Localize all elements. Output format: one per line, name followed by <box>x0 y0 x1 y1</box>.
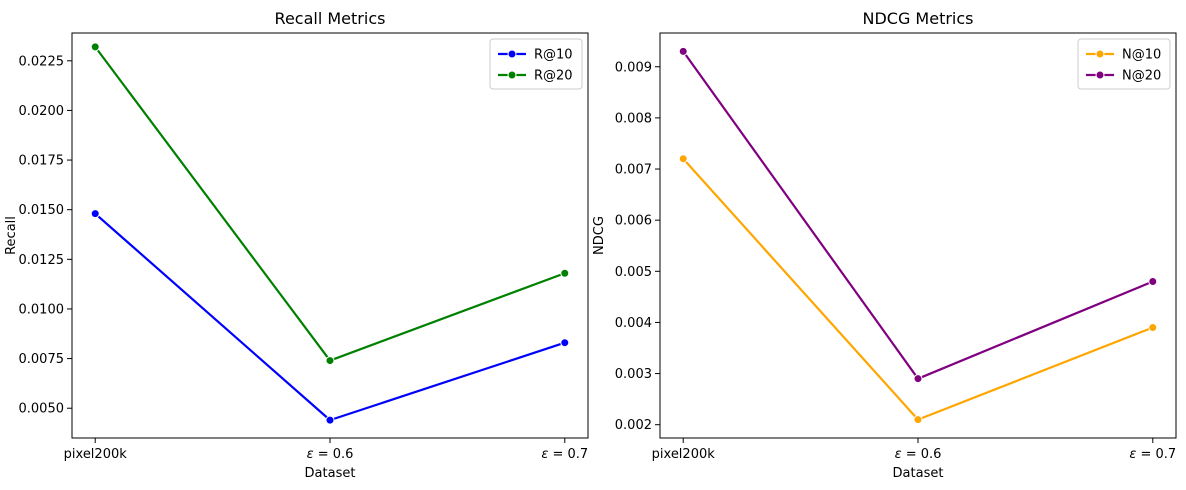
y-tick-label: 0.008 <box>615 111 652 126</box>
legend: R@10 R@20 <box>489 38 583 90</box>
y-tick-label: 0.0125 <box>19 253 65 268</box>
y-tick-label: 0.005 <box>615 265 652 280</box>
legend-marker <box>507 49 517 59</box>
y-axis-label: Recall <box>4 216 19 255</box>
legend-marker <box>507 70 517 80</box>
series-line-r-at-10 <box>94 212 566 422</box>
legend-marker <box>1095 49 1105 59</box>
y-tick-label: 0.0075 <box>19 352 65 367</box>
plot-frame <box>71 32 589 439</box>
y-tick-label: 0.0200 <box>19 104 65 119</box>
x-tick-label: pixel200k <box>64 447 128 462</box>
x-tick-label: pixel200k <box>652 447 716 462</box>
data-point <box>325 356 335 366</box>
data-point <box>90 209 100 219</box>
data-point <box>325 415 335 425</box>
chart-panel-1: Recall Metrics 0.0050 0.0075 0.0100 0.0125 0.… <box>4 9 589 481</box>
data-point <box>560 268 570 278</box>
y-tick-label: 0.002 <box>615 418 652 433</box>
chart-title: NDCG Metrics <box>862 9 973 28</box>
data-point <box>913 415 923 425</box>
x-tick-label: ε = 0.6 <box>895 447 942 462</box>
legend-label: R@20 <box>534 69 573 84</box>
data-point <box>1148 323 1158 333</box>
y-axis-label: NDCG <box>592 216 607 255</box>
data-point <box>913 374 923 384</box>
chart-title: Recall Metrics <box>275 9 386 28</box>
y-tick-label: 0.006 <box>615 214 652 229</box>
data-point <box>1148 277 1158 287</box>
chart-panel-2: NDCG Metrics 0.002 0.003 0.004 0.005 0.006 0.0… <box>592 9 1177 481</box>
data-point <box>678 154 688 164</box>
plot-frame <box>659 32 1177 439</box>
x-tick-label: ε = 0.7 <box>1129 447 1176 462</box>
x-tick-label: ε = 0.7 <box>541 447 588 462</box>
y-tick-label: 0.009 <box>615 60 652 75</box>
data-point <box>560 338 570 348</box>
series-line-r-at-20 <box>94 45 566 362</box>
y-tick-label: 0.0050 <box>19 402 65 417</box>
legend-marker <box>1095 70 1105 80</box>
x-axis-label: Dataset <box>893 466 944 481</box>
y-tick-label: 0.0100 <box>19 302 65 317</box>
y-tick-label: 0.004 <box>615 316 652 331</box>
data-point <box>90 42 100 52</box>
x-axis-label: Dataset <box>305 466 356 481</box>
legend-label: N@20 <box>1122 69 1161 84</box>
legend-label: R@10 <box>534 48 573 63</box>
x-tick-label: ε = 0.6 <box>307 447 354 462</box>
y-tick-label: 0.0175 <box>19 154 65 169</box>
y-tick-label: 0.007 <box>615 163 652 178</box>
data-point <box>678 46 688 56</box>
y-tick-label: 0.003 <box>615 367 652 382</box>
legend: N@10 N@20 <box>1077 38 1171 90</box>
y-tick-label: 0.0225 <box>19 54 65 69</box>
y-tick-label: 0.0150 <box>19 203 65 218</box>
series-line-n-at-20 <box>682 50 1154 380</box>
legend-label: N@10 <box>1122 48 1161 63</box>
